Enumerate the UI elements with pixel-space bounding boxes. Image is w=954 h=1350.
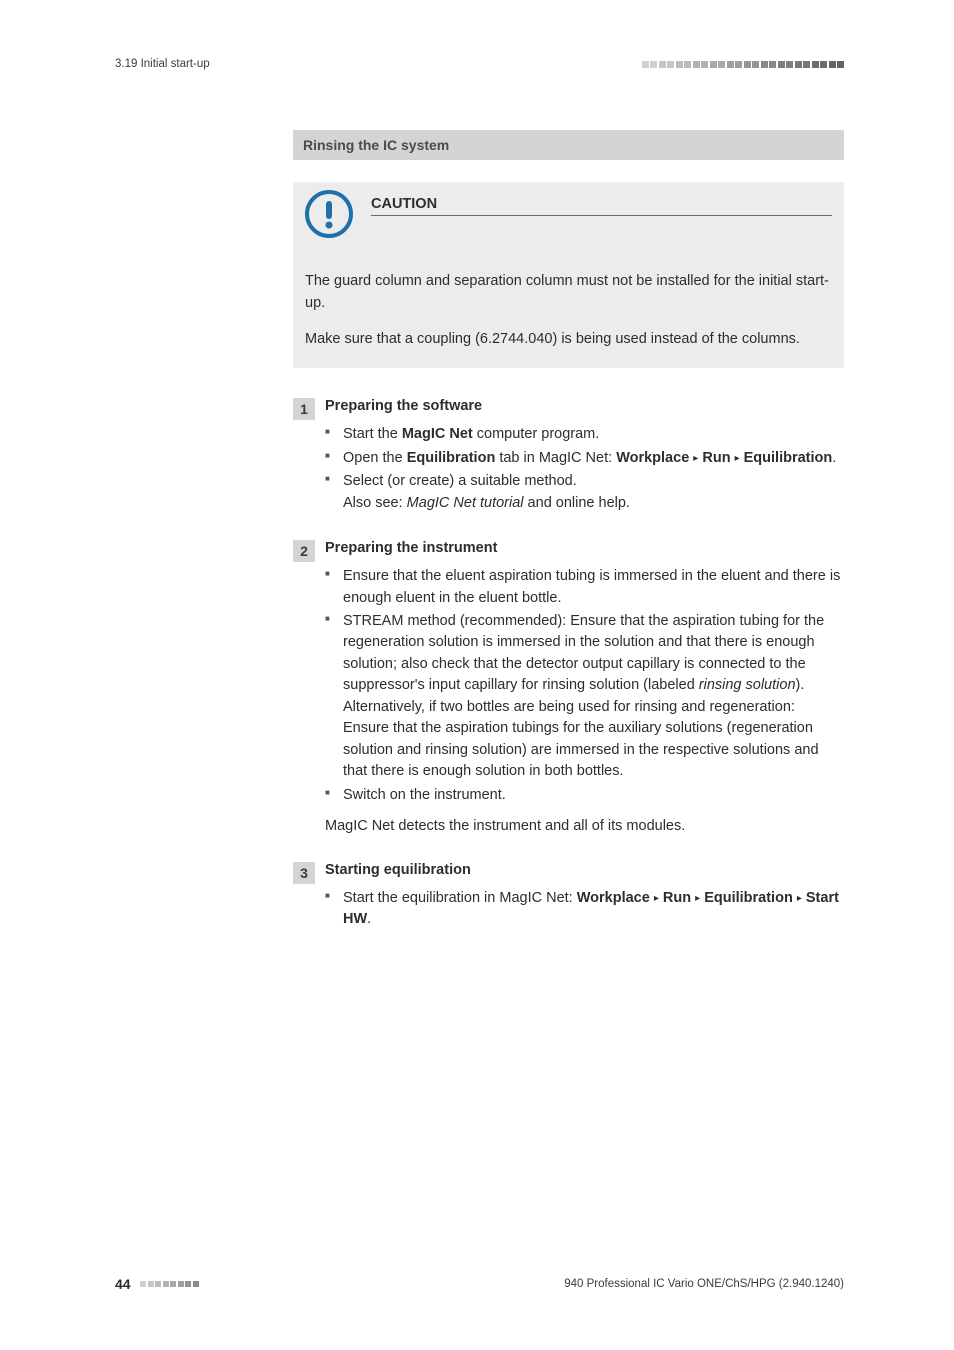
step-list-item: STREAM method (recommended): Ensure that… <box>343 611 844 783</box>
step-list-item: Start the equilibration in MagIC Net: Wo… <box>343 888 844 931</box>
page-header: 3.19 Initial start-up <box>115 58 844 70</box>
step-list-item: Open the Equilibration tab in MagIC Net:… <box>343 448 844 469</box>
step: 1 Preparing the software Start the MagIC N… <box>293 398 844 516</box>
step-title: Preparing the software <box>325 398 844 414</box>
step-list-item: Start the MagIC Net computer program. <box>343 424 844 445</box>
section-breadcrumb: 3.19 Initial start-up <box>115 58 210 70</box>
step-title: Preparing the instrument <box>325 540 844 556</box>
footer-squares-decor <box>139 1281 199 1287</box>
caution-callout: CAUTION The guard column and separation … <box>293 182 844 368</box>
step-list-item: Switch on the instrument. <box>343 785 844 806</box>
caution-icon <box>305 190 353 243</box>
step-list: Start the MagIC Net computer program. Ope… <box>325 424 844 514</box>
caution-paragraph: The guard column and separation column m… <box>305 271 832 315</box>
page-number: 44 <box>115 1276 131 1292</box>
step-list-item: Select (or create) a suitable method.Als… <box>343 471 844 514</box>
step-number: 2 <box>293 540 315 562</box>
page-footer: 44 940 Professional IC Vario ONE/ChS/HPG… <box>115 1276 844 1292</box>
doc-reference: 940 Professional IC Vario ONE/ChS/HPG (2… <box>564 1278 844 1290</box>
caution-paragraph: Make sure that a coupling (6.2744.040) i… <box>305 329 832 351</box>
section-heading: Rinsing the IC system <box>293 130 844 160</box>
step: 3 Starting equilibration Start the equilib… <box>293 862 844 933</box>
step-after-text: MagIC Net detects the instrument and all… <box>325 816 844 837</box>
caution-title: CAUTION <box>371 196 832 216</box>
step-number: 3 <box>293 862 315 884</box>
step-list-item: Ensure that the eluent aspiration tubing… <box>343 566 844 609</box>
step-list: Ensure that the eluent aspiration tubing… <box>325 566 844 806</box>
step-number: 1 <box>293 398 315 420</box>
step: 2 Preparing the instrument Ensure that the… <box>293 540 844 837</box>
step-title: Starting equilibration <box>325 862 844 878</box>
header-squares-decor <box>640 61 844 68</box>
step-list: Start the equilibration in MagIC Net: Wo… <box>325 888 844 931</box>
